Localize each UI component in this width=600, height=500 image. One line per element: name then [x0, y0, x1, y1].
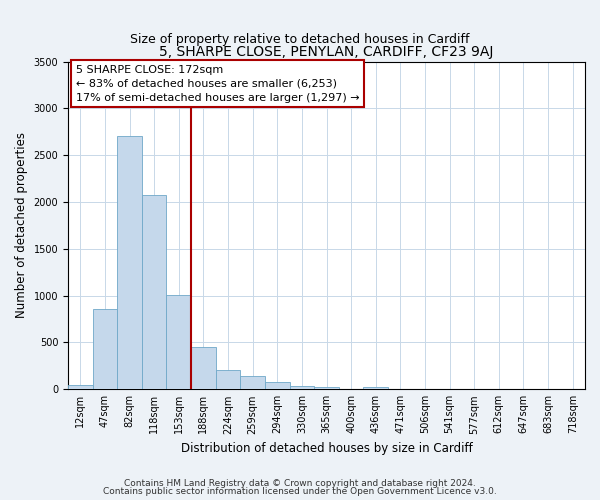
- Bar: [265, 382, 290, 390]
- Text: Size of property relative to detached houses in Cardiff: Size of property relative to detached ho…: [130, 32, 470, 46]
- Bar: [92, 309, 117, 390]
- Bar: [166, 294, 191, 390]
- Bar: [216, 370, 241, 390]
- Y-axis label: Number of detached properties: Number of detached properties: [15, 132, 28, 318]
- Bar: [142, 194, 166, 390]
- Bar: [191, 347, 216, 390]
- Text: Contains public sector information licensed under the Open Government Licence v3: Contains public sector information licen…: [103, 487, 497, 496]
- Bar: [364, 388, 388, 390]
- Bar: [314, 388, 339, 390]
- Text: 5 SHARPE CLOSE: 172sqm
← 83% of detached houses are smaller (6,253)
17% of semi-: 5 SHARPE CLOSE: 172sqm ← 83% of detached…: [76, 65, 359, 103]
- Bar: [290, 386, 314, 390]
- Bar: [117, 136, 142, 390]
- Title: 5, SHARPE CLOSE, PENYLAN, CARDIFF, CF23 9AJ: 5, SHARPE CLOSE, PENYLAN, CARDIFF, CF23 …: [160, 45, 494, 59]
- X-axis label: Distribution of detached houses by size in Cardiff: Distribution of detached houses by size …: [181, 442, 472, 455]
- Bar: [241, 376, 265, 390]
- Bar: [68, 384, 92, 390]
- Text: Contains HM Land Registry data © Crown copyright and database right 2024.: Contains HM Land Registry data © Crown c…: [124, 478, 476, 488]
